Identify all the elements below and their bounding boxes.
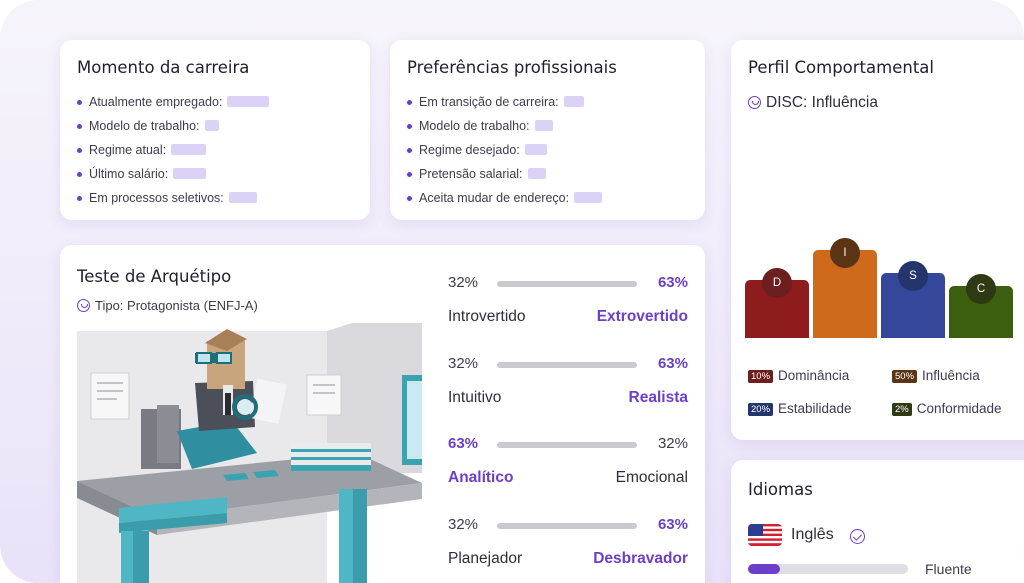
legend-label: Dominância [778,368,850,383]
disc-letter-d: D [762,268,792,299]
trait-right-label: Extrovertido [596,308,688,325]
office-illustration [77,323,422,583]
trait-right-pct: 32% [657,435,688,452]
redacted-value [527,168,546,179]
item-label: Regime desejado: [419,143,520,157]
trait-left-pct: 32% [448,274,479,291]
archetype-title: Teste de Arquétipo [77,267,232,286]
legend-dominance: 10% Dominância [748,368,849,383]
trait-left-label: Introvertido [448,308,526,325]
legend-influence: 50% Influência [892,368,980,383]
list-item: Modelo de trabalho: [407,114,602,138]
list-item: Em transição de carreira: [407,90,602,114]
trait-track [497,281,637,287]
disc-letter-c: C [966,274,996,305]
legend-label: Conformidade [916,401,1002,416]
trait-left-label: Planejador [448,550,523,567]
redacted-value [534,120,553,131]
trait-left-label: Intuitivo [448,389,502,406]
item-label: Modelo de trabalho: [89,119,200,133]
language-progress-track [748,564,908,574]
trait-left-label: Analítico [448,469,514,486]
redacted-value [171,144,207,155]
languages-card: Idiomas Inglês Fluente [731,460,1024,583]
trait-track [497,523,637,529]
item-label: Atualmente empregado: [89,95,223,109]
trait-right-label: Emocional [615,469,688,486]
trait-track [497,442,637,448]
redacted-value [574,192,603,203]
trait-right-pct: 63% [657,516,688,533]
smile-icon [748,96,761,109]
language-progress-fill [748,564,780,574]
trait-track [497,362,637,368]
legend-stability: 20% Estabilidade [748,401,852,416]
list-item: Regime desejado: [407,138,602,162]
legend-badge: 10% [748,370,774,383]
disc-label: DISC: Influência [766,94,878,111]
redacted-value [228,192,257,203]
item-label: Pretensão salarial: [419,167,523,181]
trait-row: 32% 63% Introvertido Extrovertido [448,273,688,333]
trait-right-pct: 63% [657,355,688,372]
item-label: Regime atual: [89,143,167,157]
item-label: Em transição de carreira: [419,95,559,109]
legend-label: Estabilidade [778,401,852,416]
item-label: Em processos seletivos: [89,191,224,205]
trait-right-label: Realista [628,389,688,406]
list-item: Pretensão salarial: [407,162,602,186]
list-item: Regime atual: [77,138,269,162]
redacted-value [563,96,584,107]
redacted-value [524,144,547,155]
languages-title: Idiomas [748,480,813,499]
verified-icon [850,529,865,544]
career-title: Momento da carreira [77,58,250,77]
disc-result: DISC: Influência [748,94,878,112]
legend-badge: 50% [892,370,918,383]
trait-row: 63% 32% Analítico Emocional [448,434,688,494]
career-card: Momento da carreira Atualmente empregado… [60,40,370,220]
career-list: Atualmente empregado: Modelo de trabalho… [77,90,270,210]
item-label: Último salário: [89,167,169,181]
legend-badge: 20% [748,403,774,416]
trait-row: 32% 63% Planejador Desbravador [448,515,688,575]
list-item: Último salário: [77,162,269,186]
disc-letter-i: I [830,238,860,268]
legend-conformity: 2% Conformidade [892,401,1002,416]
list-item: Atualmente empregado: [77,90,270,114]
type-label: Tipo: Protagonista (ENFJ-A) [95,298,258,313]
preferences-title: Preferências profissionais [407,58,617,77]
preferences-card: Preferências profissionais Em transição … [390,40,705,220]
trait-left-pct: 32% [448,516,479,533]
trait-right-pct: 63% [657,274,688,291]
trait-row: 32% 63% Intuitivo Realista [448,354,688,414]
disc-letter-s: S [898,260,928,291]
language-name: Inglês [791,526,834,543]
us-flag-icon [748,524,782,546]
disc-chart: D I S C [731,40,1024,340]
list-item: Aceita mudar de endereço: [407,186,603,210]
language-level: Fluente [925,561,972,577]
legend-badge: 2% [892,403,912,416]
redacted-value [204,120,219,131]
redacted-value [173,168,207,179]
legend-label: Influência [922,368,980,383]
smile-icon [77,299,90,312]
trait-left-pct: 63% [448,435,479,452]
behavior-title: Perfil Comportamental [748,58,934,77]
behavior-card: Perfil Comportamental DISC: Influência D… [731,40,1024,440]
item-label: Modelo de trabalho: [419,119,530,133]
item-label: Aceita mudar de endereço: [419,191,570,205]
redacted-value [227,96,270,107]
archetype-type: Tipo: Protagonista (ENFJ-A) [77,298,258,313]
list-item: Modelo de trabalho: [77,114,269,138]
list-item: Em processos seletivos: [77,186,269,210]
trait-right-label: Desbravador [593,550,688,567]
trait-left-pct: 32% [448,355,479,372]
preferences-list: Em transição de carreira: Modelo de trab… [407,90,603,210]
